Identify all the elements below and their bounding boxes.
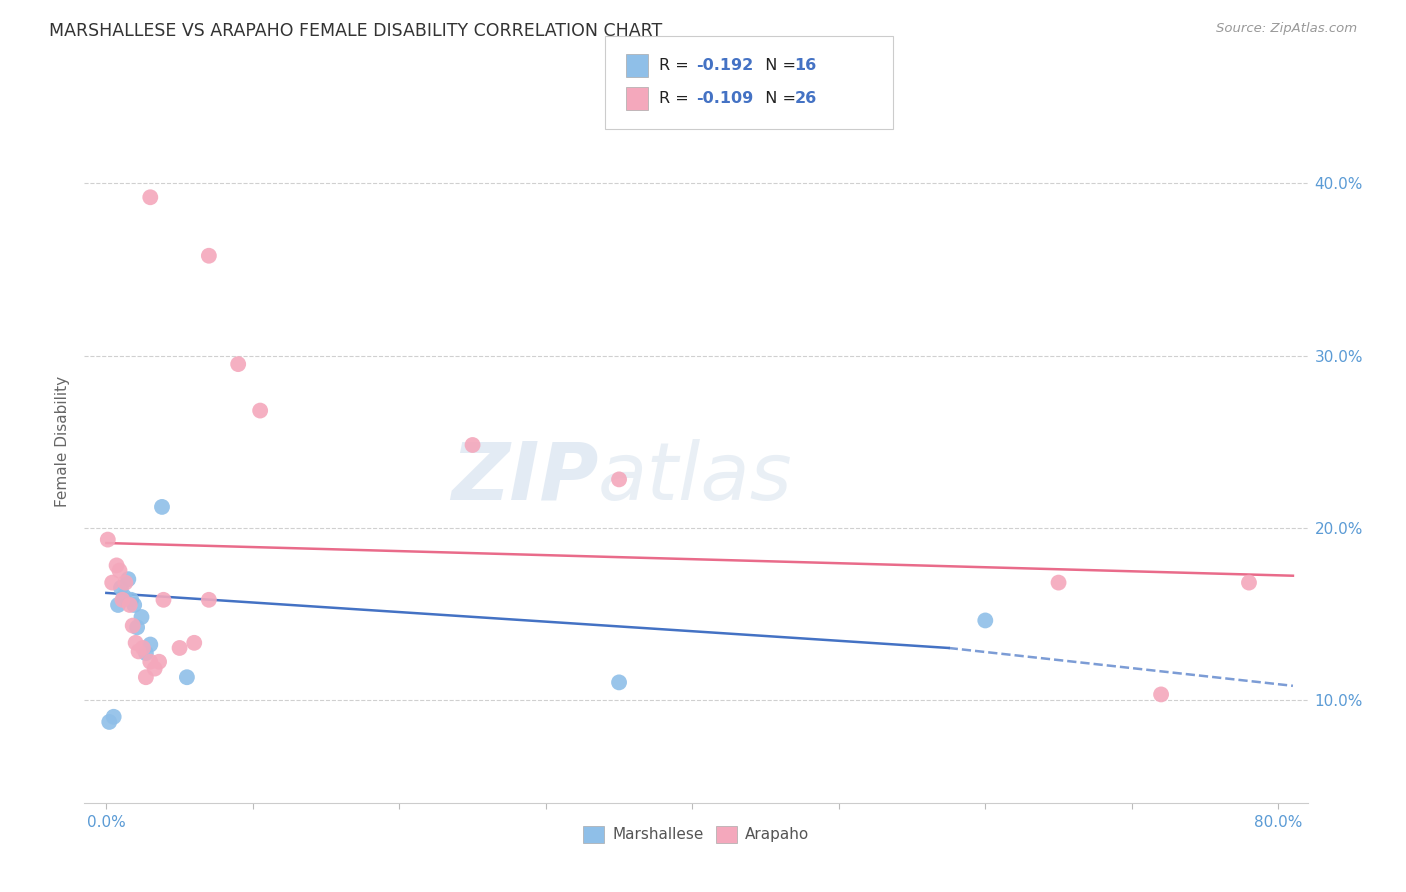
Point [112, 590, 135, 604]
Point [131, 610, 153, 624]
Point [607, 472, 630, 486]
Point [139, 638, 162, 652]
Point [135, 670, 157, 684]
Point [198, 249, 221, 263]
Point [974, 614, 997, 628]
Point [461, 438, 484, 452]
Text: R =: R = [659, 91, 695, 105]
Point [198, 592, 221, 607]
Text: Source: ZipAtlas.com: Source: ZipAtlas.com [1216, 22, 1357, 36]
Point [150, 500, 173, 514]
Point [226, 357, 249, 371]
Point [249, 403, 271, 417]
Text: ZIP: ZIP [451, 439, 598, 516]
Point [98, 714, 121, 729]
Point [107, 598, 129, 612]
Point [139, 655, 162, 669]
Point [135, 646, 157, 660]
Point [127, 620, 149, 634]
Point [111, 592, 134, 607]
Text: 16: 16 [794, 58, 817, 72]
Point [169, 640, 191, 655]
Point [1047, 575, 1070, 590]
Point [1237, 575, 1260, 590]
Point [97, 533, 120, 547]
Point [118, 598, 141, 612]
Point [148, 655, 170, 669]
Point [183, 636, 205, 650]
Point [143, 662, 166, 676]
Text: MARSHALLESE VS ARAPAHO FEMALE DISABILITY CORRELATION CHART: MARSHALLESE VS ARAPAHO FEMALE DISABILITY… [49, 22, 662, 40]
Text: N =: N = [755, 58, 801, 72]
Legend: Marshallese, Arapaho: Marshallese, Arapaho [576, 820, 815, 849]
Point [114, 575, 136, 590]
Point [120, 592, 142, 607]
Point [128, 644, 150, 658]
Point [132, 640, 155, 655]
Point [176, 670, 198, 684]
Point [108, 564, 131, 578]
Text: R =: R = [659, 58, 695, 72]
Point [152, 592, 174, 607]
Point [122, 598, 145, 612]
Point [105, 558, 128, 573]
Y-axis label: Female Disability: Female Disability [55, 376, 70, 508]
Point [101, 575, 124, 590]
Point [124, 636, 146, 650]
Text: -0.192: -0.192 [696, 58, 754, 72]
Point [110, 581, 132, 595]
Point [139, 190, 162, 204]
Point [121, 618, 143, 632]
Text: 26: 26 [794, 91, 817, 105]
Point [607, 675, 630, 690]
Text: atlas: atlas [598, 439, 793, 516]
Point [103, 710, 125, 724]
Point [117, 572, 139, 586]
Text: N =: N = [755, 91, 801, 105]
Text: -0.109: -0.109 [696, 91, 754, 105]
Point [1150, 687, 1173, 701]
